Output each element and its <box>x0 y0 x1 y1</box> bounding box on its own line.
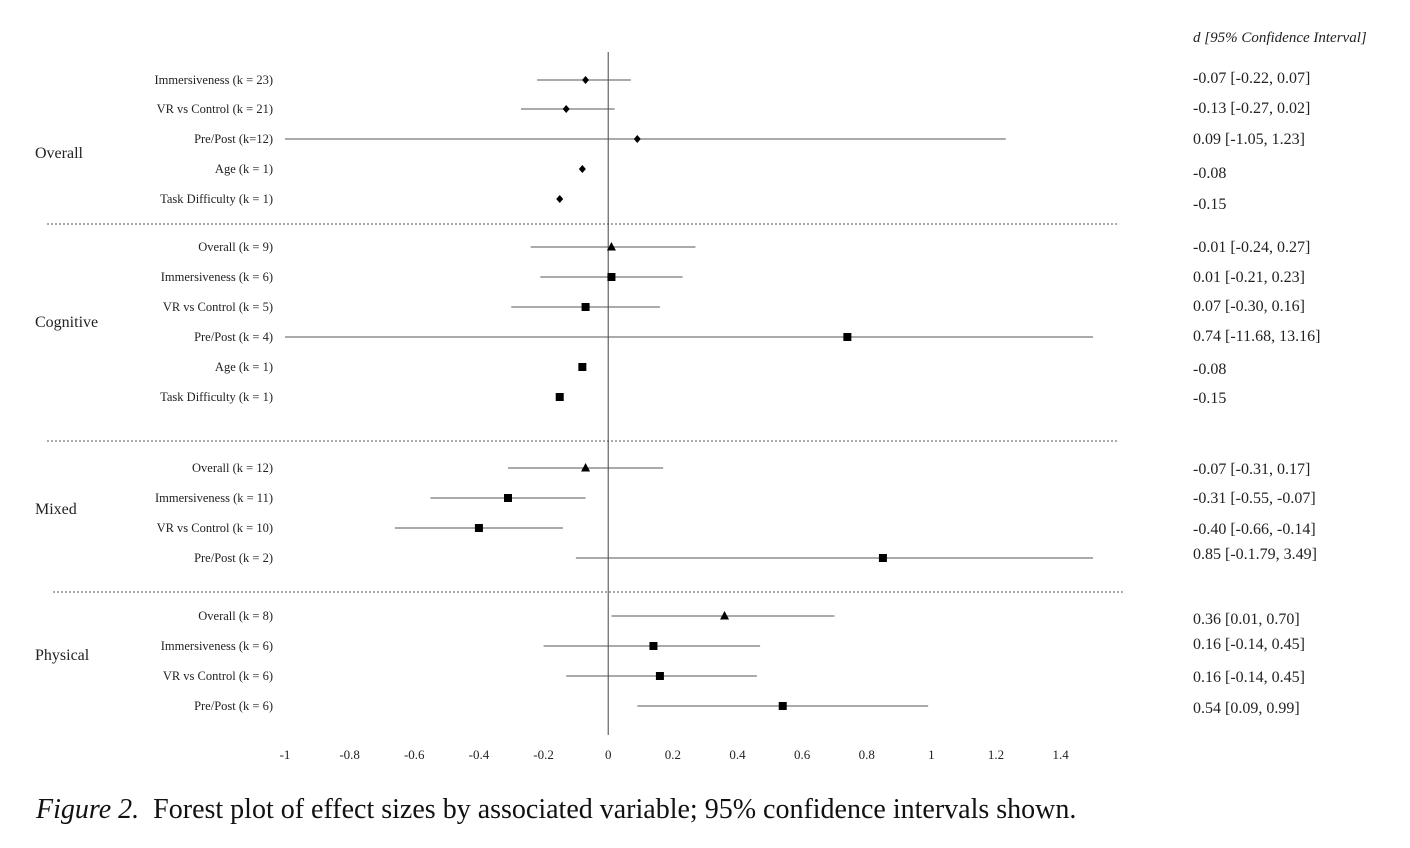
row-label: VR vs Control (k = 5) <box>163 300 273 314</box>
x-tick-label: 0.6 <box>794 747 811 762</box>
ci-value: -0.01 [-0.24, 0.27] <box>1193 239 1310 256</box>
row-label: Overall (k = 12) <box>192 461 273 475</box>
ci-value: -0.08 <box>1193 361 1226 378</box>
point-marker-triangle <box>720 611 730 620</box>
point-marker-square <box>578 363 587 371</box>
point-marker-square <box>655 672 664 680</box>
ci-value: 0.16 [-0.14, 0.45] <box>1193 636 1305 653</box>
row-label: Pre/Post (k = 2) <box>194 551 273 565</box>
ci-value: -0.15 <box>1193 390 1226 407</box>
point-marker-square <box>607 273 616 281</box>
point-marker-diamond <box>633 135 641 143</box>
row-label: Task Difficulty (k = 1) <box>160 192 273 206</box>
point-marker-square <box>649 642 658 650</box>
row-label: VR vs Control (k = 21) <box>157 102 273 116</box>
point-marker-diamond <box>582 76 590 84</box>
x-tick-label: -0.6 <box>404 747 425 762</box>
point-marker-square <box>878 554 887 562</box>
point-marker-square <box>474 524 483 532</box>
x-tick-label: -0.8 <box>339 747 360 762</box>
point-marker-triangle <box>606 242 616 251</box>
ci-value: 0.36 [0.01, 0.70] <box>1193 611 1300 628</box>
x-tick-label: -1 <box>280 747 291 762</box>
x-tick-label: 0.2 <box>665 747 681 762</box>
row-label: Immersiveness (k = 11) <box>155 491 273 505</box>
ci-value: 0.09 [-1.05, 1.23] <box>1193 131 1305 148</box>
point-marker-diamond <box>578 165 586 173</box>
row-label: Task Difficulty (k = 1) <box>160 390 273 404</box>
ci-value: -0.13 [-0.27, 0.02] <box>1193 100 1310 117</box>
ci-value: -0.07 [-0.31, 0.17] <box>1193 461 1310 478</box>
ci-value: 0.74 [-11.68, 13.16] <box>1193 328 1320 345</box>
figure-caption: Figure 2. Forest plot of effect sizes by… <box>36 794 1396 826</box>
row-label: VR vs Control (k = 6) <box>163 669 273 683</box>
x-tick-label: 1 <box>928 747 935 762</box>
row-label: Immersiveness (k = 6) <box>161 639 273 653</box>
ci-value: -0.08 <box>1193 165 1226 182</box>
row-label: Immersiveness (k = 6) <box>161 270 273 284</box>
x-tick-label: 0 <box>605 747 612 762</box>
ci-value: -0.31 [-0.55, -0.07] <box>1193 490 1316 507</box>
ci-value: 0.85 [-0.1.79, 3.49] <box>1193 546 1317 563</box>
caption-text: Forest plot of effect sizes by associate… <box>153 794 1077 825</box>
ci-value: 0.54 [0.09, 0.99] <box>1193 700 1300 717</box>
group-label: Physical <box>35 647 90 664</box>
point-marker-square <box>843 333 852 341</box>
row-label: Overall (k = 9) <box>198 240 273 254</box>
row-label: Overall (k = 8) <box>198 609 273 623</box>
group-label: Cognitive <box>35 314 98 331</box>
point-marker-square <box>555 393 564 401</box>
point-marker-square <box>504 494 513 502</box>
ci-value: -0.40 [-0.66, -0.14] <box>1193 521 1316 538</box>
group-label: Overall <box>35 145 84 162</box>
point-marker-square <box>778 702 787 710</box>
ci-value: 0.16 [-0.14, 0.45] <box>1193 669 1305 686</box>
ci-value: -0.15 <box>1193 196 1226 213</box>
row-label: Age (k = 1) <box>215 162 273 176</box>
figure-label: Figure 2. <box>36 794 140 825</box>
ci-column-header: d [95% Confidence Interval] <box>1193 30 1367 46</box>
row-label: VR vs Control (k = 10) <box>157 521 273 535</box>
x-tick-label: -0.2 <box>533 747 554 762</box>
row-label: Pre/Post (k = 4) <box>194 330 273 344</box>
ci-value: 0.01 [-0.21, 0.23] <box>1193 269 1305 286</box>
point-marker-square <box>581 303 590 311</box>
x-tick-label: 1.4 <box>1053 747 1070 762</box>
x-tick-label: 1.2 <box>988 747 1004 762</box>
x-tick-label: -0.4 <box>469 747 490 762</box>
point-marker-diamond <box>562 105 570 113</box>
x-tick-label: 0.4 <box>729 747 746 762</box>
group-label: Mixed <box>35 501 77 518</box>
x-tick-label: 0.8 <box>859 747 875 762</box>
point-marker-triangle <box>581 463 591 472</box>
ci-value: 0.07 [-0.30, 0.16] <box>1193 298 1305 315</box>
row-label: Pre/Post (k=12) <box>194 132 273 146</box>
forest-plot: d [95% Confidence Interval] Overall Immer… <box>35 30 1367 762</box>
row-label: Pre/Post (k = 6) <box>194 699 273 713</box>
ci-value: -0.07 [-0.22, 0.07] <box>1193 70 1310 87</box>
point-marker-diamond <box>556 195 564 203</box>
row-label: Immersiveness (k = 23) <box>155 73 273 87</box>
row-label: Age (k = 1) <box>215 360 273 374</box>
